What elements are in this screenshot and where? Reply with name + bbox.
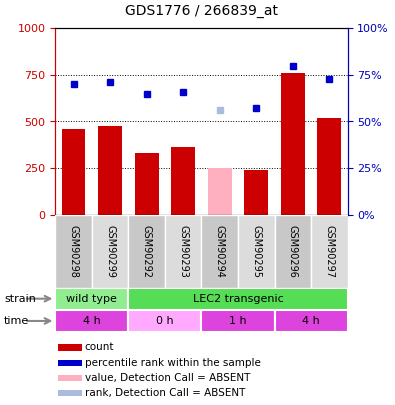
Text: 0 h: 0 h [156,316,174,326]
Bar [201,215,238,288]
Bar [318,118,341,215]
Text: GSM90294: GSM90294 [215,225,225,277]
Text: GSM90297: GSM90297 [324,225,334,277]
Bar [135,153,158,215]
Text: GDS1776 / 266839_at: GDS1776 / 266839_at [125,4,278,18]
Text: rank, Detection Call = ABSENT: rank, Detection Call = ABSENT [85,388,245,398]
Bar [311,215,348,288]
Bar [58,344,82,351]
Text: wild type: wild type [66,294,117,304]
Bar [55,215,92,288]
Bar [128,310,201,332]
Text: strain: strain [4,294,36,304]
Bar [238,215,275,288]
Bar [201,310,275,332]
Bar [245,170,268,215]
Text: time: time [4,316,29,326]
Bar [58,360,82,366]
Bar [58,375,82,381]
Bar [55,288,128,310]
Bar [165,215,201,288]
Bar [275,310,348,332]
Text: GSM90295: GSM90295 [251,225,261,277]
Bar [275,215,311,288]
Text: value, Detection Call = ABSENT: value, Detection Call = ABSENT [85,373,250,383]
Text: GSM90293: GSM90293 [178,225,188,277]
Bar [128,288,348,310]
Text: LEC2 transgenic: LEC2 transgenic [193,294,283,304]
Text: GSM90296: GSM90296 [288,225,298,277]
Bar [62,129,85,215]
Bar [58,390,82,396]
Text: GSM90299: GSM90299 [105,225,115,277]
Bar [92,215,128,288]
Bar [55,310,128,332]
Bar [208,168,231,215]
Text: 4 h: 4 h [302,316,320,326]
Text: 1 h: 1 h [229,316,247,326]
Text: percentile rank within the sample: percentile rank within the sample [85,358,260,368]
Text: GSM90292: GSM90292 [142,225,152,277]
Text: GSM90298: GSM90298 [69,225,79,277]
Bar [281,73,305,215]
Bar [98,126,122,215]
Text: 4 h: 4 h [83,316,101,326]
Bar [171,147,195,215]
Bar [128,215,165,288]
Text: count: count [85,343,114,352]
